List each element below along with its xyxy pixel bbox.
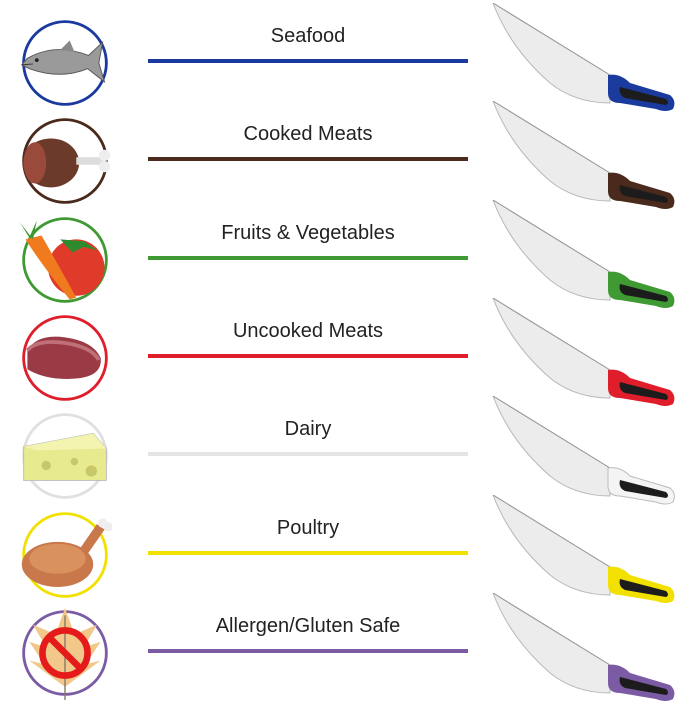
- color-line: [148, 648, 468, 653]
- category-label: Fruits & Vegetables: [221, 221, 395, 244]
- chef-knife-icon: [492, 199, 675, 308]
- color-line: [148, 59, 468, 63]
- color-line: [148, 157, 468, 162]
- category-row: Poultry: [0, 494, 679, 603]
- fish-icon: [21, 20, 108, 106]
- category-row: Fruits & Vegetables: [0, 199, 679, 308]
- chef-knife-icon: [492, 494, 675, 603]
- raw-steak-icon: [22, 315, 108, 401]
- category-row: Allergen/Gluten Safe: [0, 592, 679, 701]
- no-gluten-icon: [22, 607, 108, 700]
- chef-knife-icon: [492, 297, 675, 406]
- color-line: [148, 550, 468, 555]
- category-label: Allergen/Gluten Safe: [215, 614, 401, 637]
- tomato-carrot-icon: [19, 216, 108, 303]
- category-label: Uncooked Meats: [232, 319, 384, 342]
- category-row: Cooked Meats: [0, 101, 679, 210]
- category-row: Uncooked Meats: [0, 297, 679, 406]
- category-label: Dairy: [284, 418, 332, 441]
- cheese-icon: [22, 413, 108, 499]
- color-line: [148, 452, 468, 457]
- roast-chicken-icon: [21, 511, 112, 598]
- chef-knife-icon: [492, 396, 675, 505]
- cooked-ham-icon: [22, 118, 111, 205]
- chef-knife-icon: [492, 592, 675, 701]
- category-row: Dairy: [0, 396, 679, 505]
- category-row: Seafood: [0, 3, 679, 111]
- category-label: Poultry: [276, 516, 340, 539]
- color-line: [148, 255, 468, 260]
- color-line: [148, 353, 468, 358]
- category-label: Seafood: [270, 25, 346, 47]
- chef-knife-icon: [492, 3, 675, 111]
- category-label: Cooked Meats: [243, 123, 373, 146]
- chef-knife-icon: [492, 101, 675, 210]
